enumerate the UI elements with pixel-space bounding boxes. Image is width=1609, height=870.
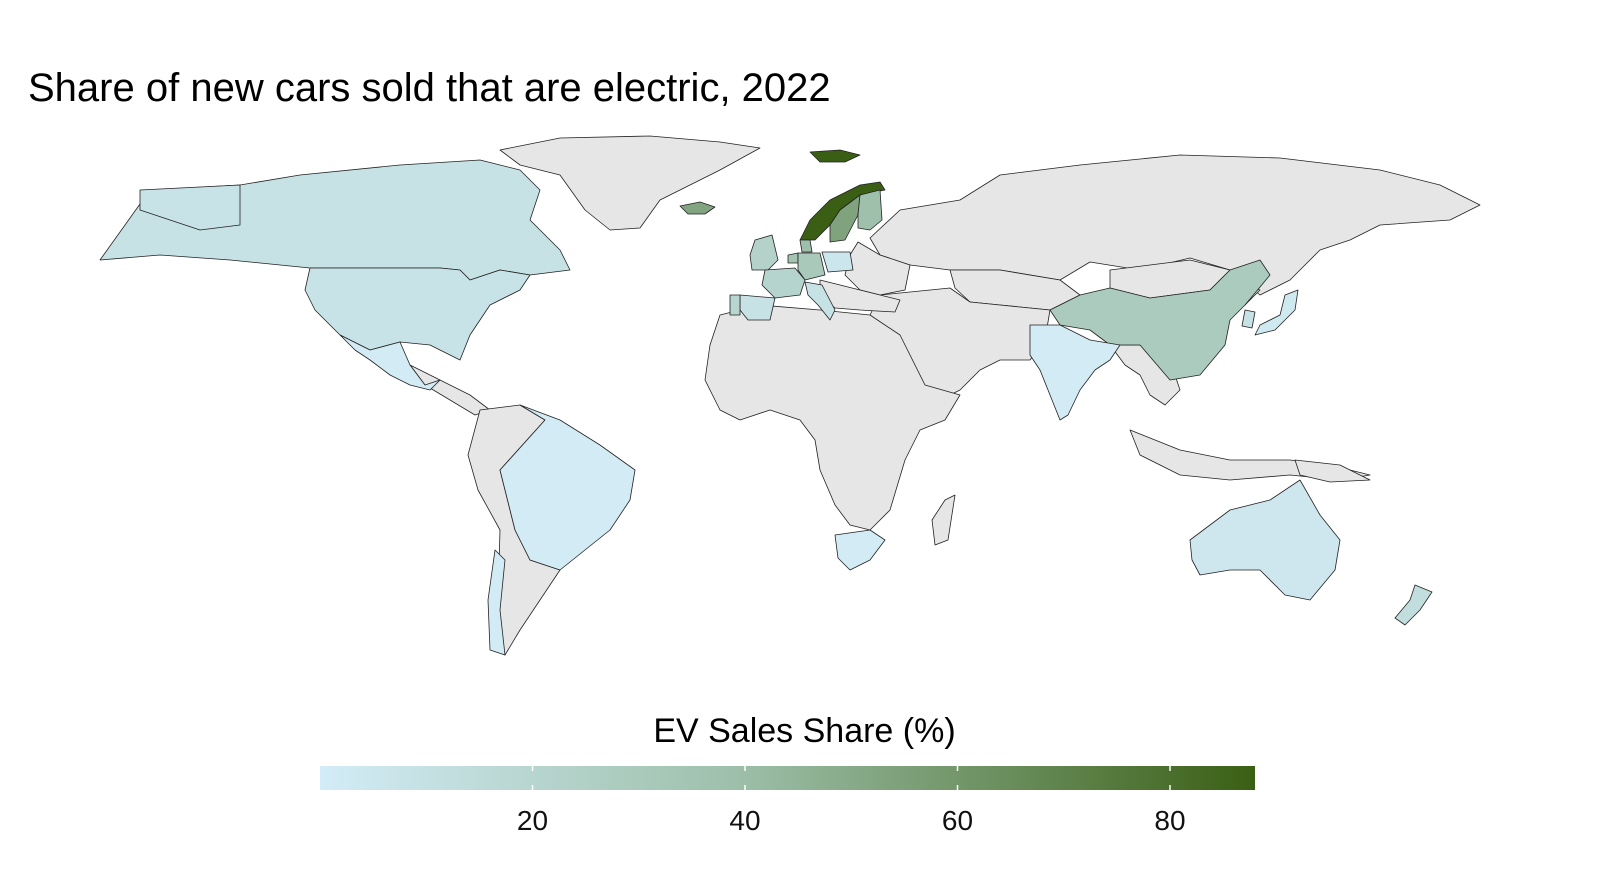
world-choropleth-map [99,135,1481,656]
country-south-korea [1241,309,1256,329]
country-netherlands [787,252,799,264]
country-australia [1189,479,1341,601]
legend-tick-label: 80 [1154,805,1185,836]
madagascar [931,494,956,546]
country-germany [797,252,826,281]
country-iceland [679,201,716,215]
country-mexico [339,334,441,391]
country-chile [487,549,506,656]
country-united-states [304,267,531,361]
central-america [409,364,491,416]
legend-tick-label: 60 [942,805,973,836]
legend-tick-label: 20 [517,805,548,836]
country-united-kingdom [749,234,779,271]
country-italy [804,281,836,321]
country-svalbard [809,149,861,163]
country-france [761,267,806,299]
greenland [499,135,761,231]
country-japan [1254,289,1299,336]
country-south-africa [834,529,886,571]
map-title: Share of new cars sold that are electric… [28,66,831,110]
country-denmark [799,239,813,253]
country-new-zealand [1394,584,1433,626]
legend-tick-label: 40 [729,805,760,836]
papua-new-guinea [1294,459,1371,483]
country-spain [739,294,776,321]
country-finland [857,189,883,231]
legend-ticks: 20 40 60 80 [517,766,1186,836]
country-poland [821,251,854,273]
country-united-states-alaska [139,184,241,231]
country-brazil [499,404,636,571]
legend-title: EV Sales Share (%) [653,712,956,750]
legend-gradient-bar [320,766,1255,790]
country-india [1029,324,1121,421]
data-countries [99,149,1433,656]
country-portugal [729,294,741,316]
country-norway [799,181,886,241]
no-data-countries [409,135,1481,656]
color-legend: 20 40 60 80 [320,766,1255,836]
